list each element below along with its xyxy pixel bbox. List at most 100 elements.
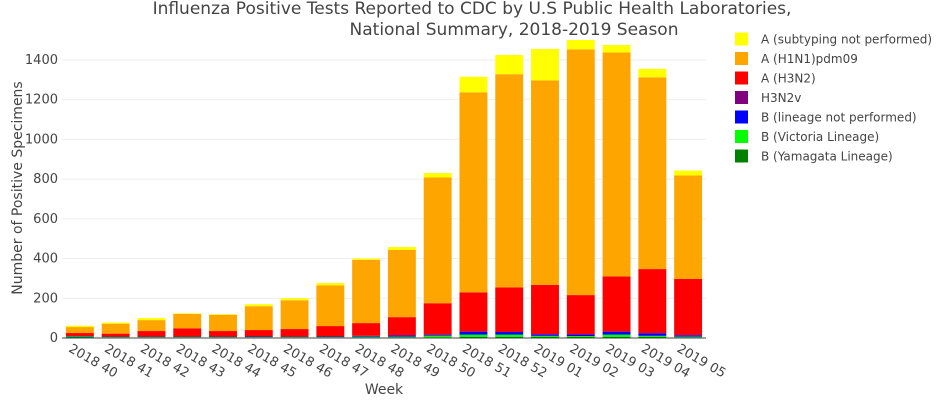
bar-segment	[352, 336, 380, 337]
legend-swatch	[735, 150, 748, 163]
chart-title-line-2: National Summary, 2018-2019 Season	[350, 20, 679, 40]
bar-segment	[245, 330, 273, 336]
bar-segment	[674, 175, 702, 279]
bars-layer	[66, 40, 702, 338]
bar-segment	[102, 324, 130, 334]
bar-segment	[603, 45, 631, 53]
bar-segment	[173, 328, 201, 336]
bar-segment	[137, 331, 165, 337]
bar-segment	[424, 335, 452, 336]
legend-item[interactable]: B (Yamagata Lineage)	[735, 150, 893, 164]
bar-segment	[674, 171, 702, 176]
bar-segment	[281, 298, 309, 300]
chart-title-line-1: Influenza Positive Tests Reported to CDC…	[153, 0, 792, 19]
legend-label: B (Yamagata Lineage)	[761, 150, 893, 164]
bar-segment	[316, 283, 344, 285]
legend-swatch	[735, 52, 748, 65]
bar-segment	[102, 334, 130, 337]
bar-segment	[388, 317, 416, 335]
bar-segment	[316, 336, 344, 337]
y-tick-label: 1200	[25, 93, 58, 108]
bar-segment	[137, 320, 165, 331]
bar-segment	[603, 332, 631, 335]
legend-item[interactable]: A (H1N1)pdm09	[735, 52, 858, 66]
bar-segment	[638, 333, 666, 336]
bar-segment	[603, 276, 631, 331]
legend-label: B (Victoria Lineage)	[761, 130, 879, 144]
y-tick-label: 600	[33, 212, 58, 227]
bar-segment	[209, 315, 237, 331]
bar-segment	[352, 323, 380, 336]
bar-segment	[495, 74, 523, 287]
bar-segment	[603, 53, 631, 277]
bar-segment	[531, 49, 559, 80]
y-tick-labels: 0 200 400 600 800 1000 1200 1400	[25, 53, 58, 346]
legend-label: H3N2v	[761, 91, 801, 105]
bar-segment	[531, 336, 559, 337]
legend-item[interactable]: B (lineage not performed)	[735, 111, 917, 125]
bar-segment	[531, 285, 559, 334]
bar-segment	[388, 250, 416, 317]
bar-segment	[245, 304, 273, 306]
bar-segment	[66, 333, 94, 336]
y-tick-label: 1400	[25, 53, 58, 68]
bar-segment	[173, 313, 201, 314]
bar-segment	[388, 337, 416, 338]
bar-segment	[603, 335, 631, 337]
bar-segment	[66, 327, 94, 333]
bar-segment	[316, 326, 344, 336]
y-tick-label: 1000	[25, 132, 58, 147]
legend-item[interactable]: A (subtyping not performed)	[735, 33, 932, 47]
bar-segment	[567, 336, 595, 337]
bar-segment	[173, 314, 201, 328]
legend-swatch	[735, 111, 748, 124]
bar-segment	[209, 331, 237, 337]
bar-segment	[424, 303, 452, 334]
legend-swatch	[735, 72, 748, 85]
bar-segment	[424, 177, 452, 303]
bar-segment	[281, 329, 309, 337]
bar-segment	[245, 336, 273, 337]
bar-segment	[459, 92, 487, 292]
y-axis-title: Number of Positive Specimens	[10, 81, 26, 294]
bar-segment	[352, 260, 380, 323]
x-axis-title: Week	[365, 382, 404, 398]
y-tick-label: 800	[33, 172, 58, 187]
bar-segment	[495, 332, 523, 335]
bar-segment	[531, 80, 559, 285]
legend-swatch	[735, 130, 748, 143]
bar-segment	[424, 336, 452, 338]
bar-segment	[674, 279, 702, 335]
bar-segment	[459, 292, 487, 331]
bar-segment	[245, 306, 273, 330]
bar-segment	[567, 334, 595, 336]
bar-segment	[316, 285, 344, 326]
bar-segment	[495, 55, 523, 74]
bar-segment	[281, 300, 309, 329]
bar-segment	[674, 335, 702, 336]
legend-item[interactable]: B (Victoria Lineage)	[735, 130, 879, 144]
legend-swatch	[735, 91, 748, 104]
legend-label: A (H1N1)pdm09	[761, 52, 858, 66]
y-tick-label: 400	[33, 252, 58, 267]
legend-item[interactable]: H3N2v	[735, 91, 801, 105]
bar-segment	[495, 335, 523, 337]
legend-item[interactable]: A (H3N2)	[735, 72, 816, 86]
bar-segment	[638, 77, 666, 269]
bar-segment	[352, 259, 380, 260]
bar-segment	[388, 335, 416, 336]
bar-segment	[352, 337, 380, 338]
bar-segment	[459, 335, 487, 337]
bar-segment	[388, 247, 416, 250]
y-tick-label: 0	[50, 331, 58, 346]
bar-segment	[66, 336, 94, 337]
bar-segment	[459, 332, 487, 335]
bar-segment	[567, 295, 595, 334]
bar-segment	[102, 323, 130, 324]
y-tick-label: 200	[33, 291, 58, 306]
bar-segment	[424, 173, 452, 177]
legend-label: A (H3N2)	[761, 72, 816, 86]
bar-segment	[638, 69, 666, 78]
